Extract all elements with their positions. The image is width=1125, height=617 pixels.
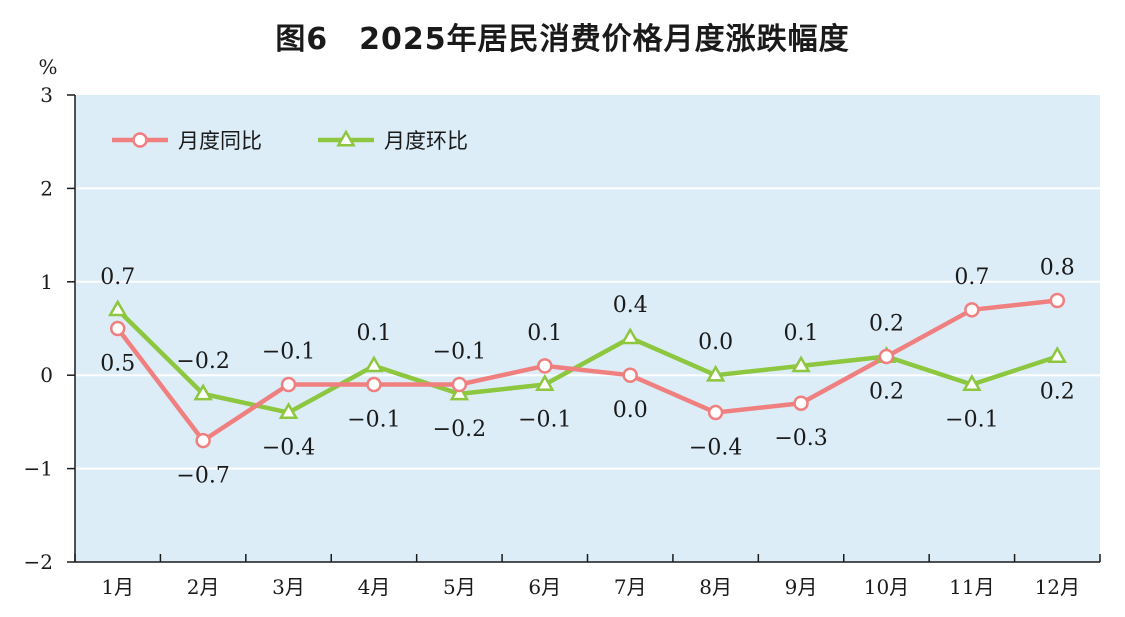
legend-label: 月度环比	[384, 129, 468, 153]
plot-area	[75, 95, 1100, 562]
data-label-mom: 0.7	[100, 265, 135, 290]
y-tick-label: 1	[40, 270, 53, 294]
data-point-yoy	[1049, 292, 1066, 309]
x-tick-label: 10月	[864, 575, 909, 599]
data-point-mom	[278, 402, 299, 420]
chart-title: 图6 2025年居民消费价格月度涨跌幅度	[275, 22, 850, 57]
data-point-mom	[705, 364, 726, 382]
data-point-mom	[962, 374, 982, 391]
data-point-mom	[364, 355, 384, 373]
data-label-yoy: 0.8	[1040, 255, 1075, 280]
y-tick-label: 2	[40, 176, 53, 200]
data-point-yoy	[109, 320, 126, 337]
legend-marker	[336, 129, 356, 147]
data-label-mom: 0.2	[869, 312, 904, 337]
data-label-mom: −0.2	[176, 349, 229, 374]
data-label-mom: −0.1	[518, 408, 571, 433]
y-axis-unit: %	[38, 55, 57, 79]
data-point-yoy	[622, 367, 638, 383]
x-tick-label: 1月	[101, 575, 134, 599]
y-tick-label: −2	[24, 550, 53, 574]
data-label-yoy: −0.4	[689, 436, 742, 461]
data-label-yoy: −0.7	[176, 464, 229, 489]
data-label-mom: 0.1	[356, 321, 391, 346]
series-line-mom	[116, 308, 1058, 415]
data-point-mom	[620, 327, 640, 345]
data-point-yoy	[964, 302, 980, 318]
x-tick-label: 5月	[443, 575, 476, 599]
legend-marker	[132, 132, 148, 148]
data-label-yoy: −0.1	[262, 340, 315, 365]
data-point-yoy	[793, 395, 809, 411]
data-point-yoy	[537, 358, 553, 374]
data-label-yoy: −0.1	[433, 340, 486, 365]
x-tick-label: 3月	[272, 575, 305, 599]
y-tick-label: 0	[40, 363, 53, 387]
data-label-mom: 0.1	[784, 321, 819, 346]
x-tick-label: 9月	[785, 575, 818, 599]
data-label-mom: −0.4	[262, 436, 315, 461]
data-label-mom: −0.2	[433, 417, 486, 442]
legend-label: 月度同比	[178, 129, 262, 153]
data-label-yoy: 0.0	[613, 398, 648, 423]
data-point-mom	[1047, 346, 1068, 363]
data-point-yoy	[878, 348, 895, 365]
data-label-mom: 0.4	[613, 293, 648, 318]
data-label-mom: 0.2	[1040, 380, 1075, 405]
x-tick-label: 8月	[699, 575, 732, 599]
data-label-yoy: 0.7	[954, 265, 989, 290]
x-tick-label: 7月	[614, 575, 647, 599]
data-point-yoy	[707, 404, 724, 421]
series-line-yoy	[115, 298, 1058, 443]
data-point-mom	[107, 299, 128, 317]
data-label-yoy: 0.2	[869, 380, 904, 405]
data-label-mom: −0.1	[945, 408, 998, 433]
data-point-mom	[791, 355, 811, 373]
data-label-mom: 0.0	[698, 330, 733, 355]
data-point-mom	[535, 374, 555, 391]
data-label-yoy: 0.5	[100, 352, 135, 377]
x-tick-label: 2月	[187, 575, 220, 599]
data-point-yoy	[280, 376, 297, 393]
y-tick-label: 3	[40, 83, 53, 107]
x-tick-label: 4月	[358, 575, 391, 599]
x-tick-label: 11月	[949, 575, 994, 599]
data-point-mom	[193, 383, 213, 401]
data-point-yoy	[451, 376, 468, 393]
data-point-yoy	[366, 376, 382, 393]
data-point-mom	[449, 383, 470, 401]
data-point-yoy	[195, 432, 211, 449]
data-label-yoy: −0.3	[774, 426, 827, 451]
data-label-yoy: 0.1	[527, 321, 562, 346]
x-tick-label: 12月	[1035, 575, 1080, 599]
data-label-yoy: −0.1	[347, 408, 400, 433]
y-tick-label: −1	[24, 457, 53, 481]
x-tick-label: 6月	[528, 575, 561, 599]
